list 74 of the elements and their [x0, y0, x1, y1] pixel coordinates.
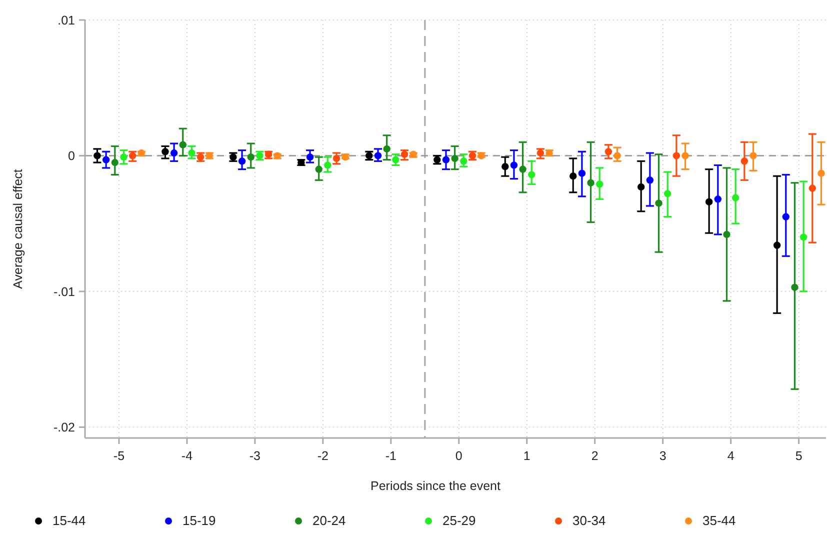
point [637, 183, 645, 191]
x-tick-label: 3 [659, 449, 666, 463]
legend-label: 25-29 [442, 513, 476, 528]
point [818, 170, 825, 177]
legend-label: 20-24 [312, 513, 346, 528]
point [179, 141, 186, 148]
point [578, 170, 586, 177]
point [120, 153, 128, 161]
point [102, 156, 110, 164]
x-tick-label: 1 [523, 449, 530, 463]
x-tick-label: -5 [113, 449, 125, 463]
point [170, 149, 178, 157]
x-tick-label: -4 [181, 449, 193, 463]
point [306, 153, 314, 161]
point [111, 158, 119, 166]
point [682, 152, 689, 160]
point [162, 148, 169, 156]
point [460, 158, 468, 165]
point [332, 154, 340, 162]
y-axis-title: Average causal effect [11, 168, 25, 289]
point [315, 166, 322, 173]
point [128, 152, 136, 160]
point [188, 149, 196, 157]
point [655, 200, 662, 207]
point [383, 145, 390, 153]
x-tick-label: 5 [795, 449, 802, 463]
point [502, 162, 509, 170]
point [800, 234, 808, 241]
point [596, 180, 604, 188]
point [773, 242, 781, 249]
point [324, 162, 332, 169]
point [510, 162, 518, 169]
x-tick-label: -1 [385, 449, 397, 463]
legend-label: 35-44 [702, 513, 736, 528]
point [247, 153, 254, 161]
point [392, 156, 400, 164]
point [587, 179, 594, 186]
point [705, 198, 713, 206]
x-tick-label: -3 [249, 449, 261, 463]
point [614, 152, 621, 160]
legend-label: 30-34 [572, 513, 606, 528]
point [528, 171, 536, 178]
point [238, 158, 246, 165]
point [732, 194, 740, 202]
point [519, 166, 526, 173]
legend-label: 15-19 [182, 513, 216, 528]
point [714, 196, 722, 203]
legend-label: 15-44 [52, 513, 86, 528]
y-tick-label: -.02 [53, 420, 76, 435]
point [451, 154, 458, 162]
point [808, 184, 816, 192]
x-tick-label: 0 [455, 449, 462, 463]
point [400, 150, 408, 158]
x-tick-label: 4 [727, 449, 734, 463]
point [672, 152, 680, 160]
point [646, 176, 654, 184]
x-tick-label: 2 [591, 449, 598, 463]
x-tick-label: -2 [317, 449, 329, 463]
y-tick-label: 0 [68, 149, 76, 164]
point [442, 156, 450, 164]
point [94, 152, 101, 160]
x-axis-title: Periods since the event [370, 479, 501, 493]
point [723, 230, 730, 238]
point [791, 284, 798, 291]
y-tick-label: .01 [58, 13, 76, 28]
point [570, 172, 577, 180]
point [536, 149, 544, 157]
y-tick-label: -.01 [53, 284, 76, 299]
point [374, 152, 382, 160]
point [750, 152, 757, 160]
point [740, 158, 748, 165]
point [604, 148, 612, 156]
point [664, 190, 672, 198]
point [782, 213, 790, 220]
